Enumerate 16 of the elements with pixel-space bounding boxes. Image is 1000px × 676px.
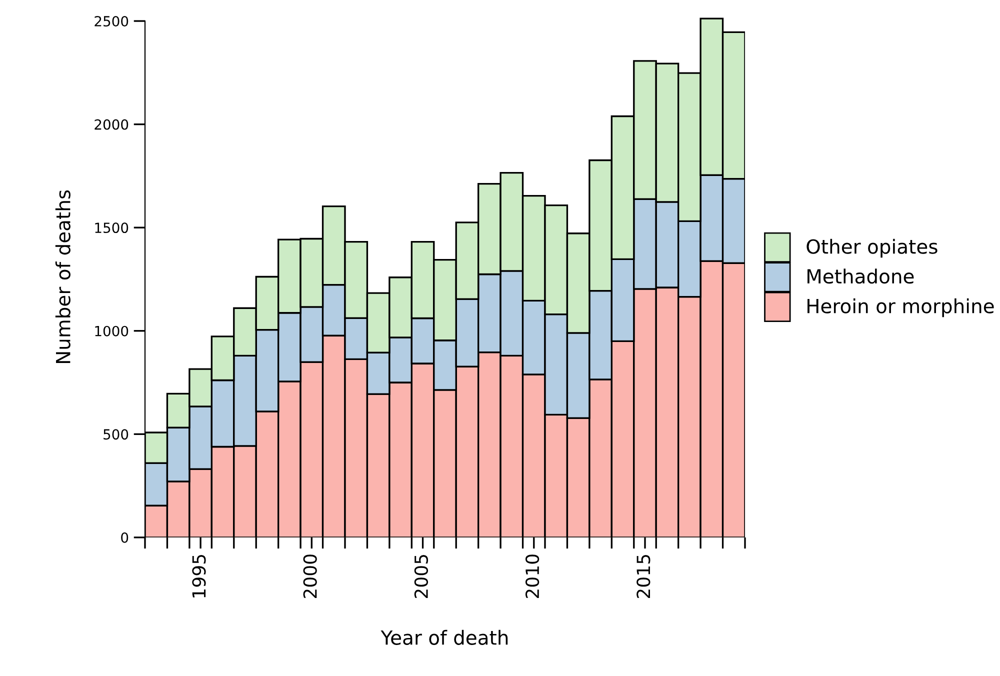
y-tick-label: 0: [121, 532, 128, 543]
legend-label: Heroin or morphine: [808, 298, 994, 318]
x-axis-title: Year of death: [380, 630, 508, 645]
y-tick-label: 2500: [94, 16, 128, 27]
y-tick-label: 1500: [95, 222, 128, 234]
y-tick-label: 500: [104, 429, 128, 440]
legend-label: Other opiates: [806, 238, 938, 258]
x-tick-label: 2015: [636, 554, 650, 598]
y-tick-label: 1000: [95, 326, 128, 336]
y-tick-label: 2000: [94, 119, 128, 130]
legend-label: Methadone: [808, 268, 914, 284]
x-tick-label: 1995: [192, 554, 206, 598]
x-tick-label: 2000: [303, 554, 317, 598]
x-tick-label: 2005: [414, 554, 428, 598]
x-tick-label: 2010: [525, 554, 540, 598]
y-axis-title: Number of deaths: [55, 190, 70, 364]
